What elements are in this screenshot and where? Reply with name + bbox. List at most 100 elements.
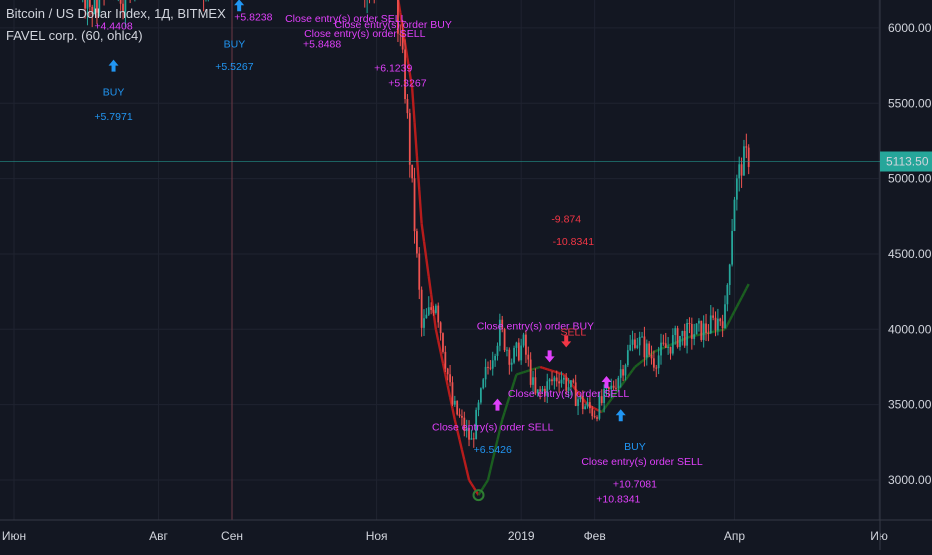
ma-segment bbox=[696, 333, 700, 337]
candle-body bbox=[714, 317, 717, 331]
candle-body bbox=[418, 253, 421, 290]
candle-body bbox=[401, 33, 404, 50]
candle-body bbox=[607, 387, 610, 390]
candle-body bbox=[570, 380, 572, 388]
candle-body bbox=[603, 388, 606, 404]
candle-body bbox=[624, 365, 627, 376]
candle-body bbox=[671, 335, 674, 354]
candle-body bbox=[719, 318, 722, 322]
close-up-arrow-icon bbox=[492, 398, 503, 411]
y-tick-label: 4000.00 bbox=[888, 322, 932, 336]
ma-segment bbox=[422, 241, 428, 260]
signal-markers bbox=[108, 0, 626, 422]
ma-segment bbox=[629, 369, 634, 375]
candle-body bbox=[463, 417, 466, 432]
ma-segment bbox=[465, 469, 471, 481]
candle-body bbox=[721, 321, 724, 329]
candle-body bbox=[491, 360, 494, 369]
candle-body bbox=[662, 342, 665, 344]
ma-segment bbox=[493, 439, 499, 451]
candle-body bbox=[543, 388, 546, 396]
candle-body bbox=[562, 377, 565, 380]
candle-body bbox=[124, 0, 127, 12]
x-tick-label: 2019 bbox=[508, 529, 535, 543]
y-tick-label: 4500.00 bbox=[888, 247, 932, 261]
candle-body bbox=[615, 387, 617, 389]
candle-body bbox=[558, 381, 560, 384]
candle-body bbox=[695, 323, 698, 335]
candle-body bbox=[434, 305, 437, 313]
ma-segment bbox=[444, 374, 449, 387]
candle-body bbox=[546, 381, 549, 396]
ma-segment bbox=[542, 366, 546, 370]
candle-body bbox=[681, 330, 684, 336]
candle-body bbox=[399, 33, 402, 35]
ma-segment bbox=[420, 223, 426, 242]
ma-segment bbox=[512, 374, 518, 383]
ma-segment bbox=[551, 369, 555, 373]
ma-segment bbox=[489, 459, 494, 471]
candle-body bbox=[451, 382, 454, 405]
candle-body bbox=[96, 0, 98, 13]
candle-body bbox=[712, 315, 715, 318]
candle-body bbox=[605, 387, 608, 389]
ma-segment bbox=[537, 365, 541, 369]
candle-body bbox=[527, 354, 530, 360]
candle-body bbox=[496, 345, 499, 356]
candle-body bbox=[631, 339, 634, 345]
ma-segment bbox=[525, 369, 529, 373]
candle-body bbox=[731, 231, 734, 265]
candle-body bbox=[591, 408, 594, 417]
buy-arrow-icon bbox=[108, 59, 119, 72]
annotation-label: Close entry(s) order SELL bbox=[432, 421, 554, 433]
candle-body bbox=[532, 377, 534, 385]
annotation-label: +10.8341 bbox=[596, 494, 640, 506]
candle-body bbox=[536, 389, 539, 394]
ma-segment bbox=[742, 288, 748, 294]
candle-body bbox=[91, 6, 94, 14]
candle-body bbox=[413, 178, 416, 232]
candle-body bbox=[444, 351, 447, 369]
x-tick-label: Ноя bbox=[366, 529, 388, 543]
ma-segment bbox=[738, 297, 743, 303]
candle-body bbox=[674, 328, 677, 336]
candle-body bbox=[679, 335, 681, 347]
candle-body bbox=[404, 49, 406, 100]
ma-segment bbox=[735, 301, 741, 308]
buy-arrow-icon bbox=[615, 409, 626, 422]
ma-segment bbox=[460, 449, 466, 461]
annotation-label: +5.8488 bbox=[303, 38, 341, 50]
ma-segment bbox=[491, 449, 497, 461]
ma-segment bbox=[520, 371, 524, 375]
candle-body bbox=[553, 377, 556, 382]
ma-segment bbox=[634, 364, 639, 368]
candle-body bbox=[581, 396, 584, 410]
candle-body bbox=[515, 342, 518, 348]
close-up-arrow-icon bbox=[601, 376, 612, 389]
candle-body bbox=[743, 146, 745, 176]
candle-body bbox=[726, 284, 729, 305]
candle-body bbox=[645, 343, 648, 358]
candle-body bbox=[472, 438, 475, 440]
ma-segment bbox=[549, 368, 553, 372]
ma-segment bbox=[468, 479, 473, 485]
candle-body bbox=[702, 323, 705, 340]
annotation-label: Close entry(s) order SELL bbox=[304, 28, 426, 40]
candle-body bbox=[119, 0, 122, 4]
candle-body bbox=[506, 349, 508, 351]
candle-body bbox=[660, 342, 662, 356]
ma-segment bbox=[626, 372, 632, 378]
ma-segment bbox=[577, 391, 582, 397]
ma-segment bbox=[437, 340, 442, 353]
sell-arrow-icon bbox=[561, 335, 572, 348]
ma-segment bbox=[406, 57, 411, 74]
candle-body bbox=[494, 355, 497, 361]
candle-body bbox=[437, 305, 440, 323]
ma-segment bbox=[605, 401, 610, 407]
candle-body bbox=[98, 0, 101, 13]
x-tick-label: Сен bbox=[221, 529, 243, 543]
y-tick-label: 3500.00 bbox=[888, 398, 932, 412]
